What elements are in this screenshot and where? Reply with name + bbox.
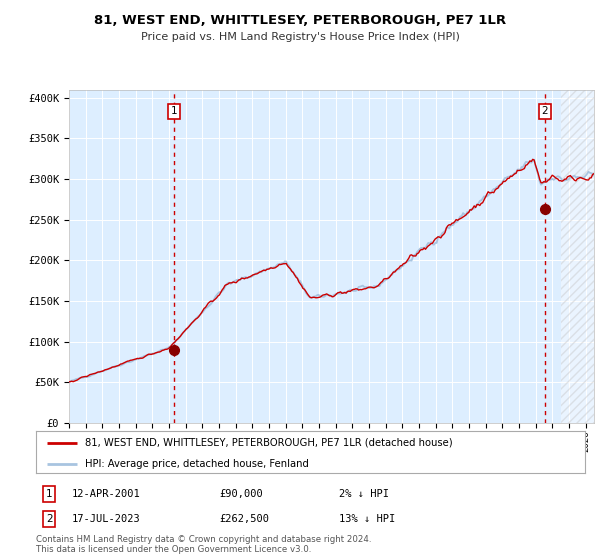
Text: £90,000: £90,000 <box>219 489 263 499</box>
Text: HPI: Average price, detached house, Fenland: HPI: Average price, detached house, Fenl… <box>85 459 309 469</box>
Text: Price paid vs. HM Land Registry's House Price Index (HPI): Price paid vs. HM Land Registry's House … <box>140 32 460 43</box>
Text: 1: 1 <box>46 489 53 499</box>
Text: 12-APR-2001: 12-APR-2001 <box>72 489 141 499</box>
Text: £262,500: £262,500 <box>219 514 269 524</box>
Text: 1: 1 <box>170 106 177 116</box>
Text: 13% ↓ HPI: 13% ↓ HPI <box>339 514 395 524</box>
Text: 81, WEST END, WHITTLESEY, PETERBOROUGH, PE7 1LR (detached house): 81, WEST END, WHITTLESEY, PETERBOROUGH, … <box>85 438 453 448</box>
Text: 81, WEST END, WHITTLESEY, PETERBOROUGH, PE7 1LR: 81, WEST END, WHITTLESEY, PETERBOROUGH, … <box>94 14 506 27</box>
Text: 17-JUL-2023: 17-JUL-2023 <box>72 514 141 524</box>
Text: 2% ↓ HPI: 2% ↓ HPI <box>339 489 389 499</box>
Text: 2: 2 <box>46 514 53 524</box>
Text: Contains HM Land Registry data © Crown copyright and database right 2024.: Contains HM Land Registry data © Crown c… <box>36 535 371 544</box>
Text: This data is licensed under the Open Government Licence v3.0.: This data is licensed under the Open Gov… <box>36 545 311 554</box>
Text: 2: 2 <box>541 106 548 116</box>
